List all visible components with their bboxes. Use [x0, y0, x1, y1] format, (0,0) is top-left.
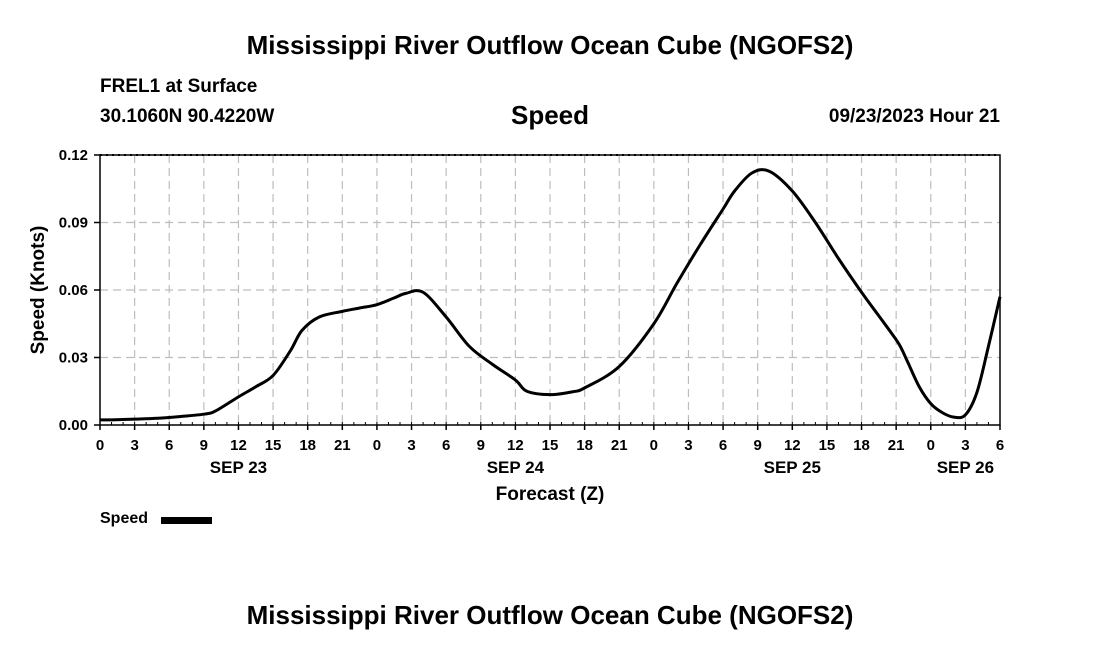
legend-swatch [161, 517, 212, 524]
x-tick-label: 6 [996, 437, 1004, 454]
coordinates-label: 30.1060N 90.4220W [100, 106, 275, 127]
x-tick-label: 18 [576, 437, 593, 454]
y-axis-title: Speed (Knots) [28, 226, 49, 355]
x-axis-title: Forecast (Z) [496, 484, 605, 505]
x-tick-label: 18 [853, 437, 870, 454]
page-title: Mississippi River Outflow Ocean Cube (NG… [246, 30, 854, 60]
x-tick-label: 0 [927, 437, 935, 454]
x-tick-label: 21 [334, 437, 351, 454]
day-label: SEP 26 [937, 458, 994, 477]
chart-series [99, 168, 1002, 422]
forecast-datetime: 09/23/2023 Hour 21 [828, 106, 1000, 127]
x-tick-label: 15 [542, 437, 559, 454]
x-tick-label: 0 [373, 437, 381, 454]
x-tick-label: 18 [299, 437, 316, 454]
y-tick-label: 0.03 [59, 350, 88, 367]
chart-grid [100, 154, 1000, 425]
x-tick-label: 3 [961, 437, 969, 454]
x-tick-label: 12 [784, 437, 801, 454]
chart-axes: 0 3 6 9 12 15 18 21 0 3 6 9 12 15 18 21 0 3 6 9 12 15 18 21 0 3 6 0… [28, 147, 1004, 505]
x-tick-label: 0 [96, 437, 104, 454]
chart-title: Speed [510, 100, 590, 130]
y-tick-label: 0.06 [59, 282, 88, 299]
y-tick-label: 0.12 [59, 147, 88, 164]
day-label: SEP 25 [764, 458, 821, 477]
day-label: SEP 23 [210, 458, 267, 477]
x-tick-label: 9 [477, 437, 485, 454]
x-tick-label: 12 [507, 437, 524, 454]
x-tick-label: 9 [754, 437, 762, 454]
x-tick-label: 12 [230, 437, 247, 454]
x-tick-label: 15 [819, 437, 836, 454]
x-tick-label: 3 [407, 437, 415, 454]
speed-series-line [99, 168, 1002, 422]
y-tick-label: 0.09 [59, 215, 88, 232]
station-label: FREL1 at Surface [100, 76, 258, 97]
footer-title: Mississippi River Outflow Ocean Cube (NG… [246, 600, 854, 630]
x-tick-label: 6 [442, 437, 450, 454]
x-tick-label: 6 [165, 437, 173, 454]
x-tick-label: 9 [200, 437, 208, 454]
legend-label: Speed [100, 510, 149, 527]
x-tick-label: 3 [130, 437, 138, 454]
day-label: SEP 24 [487, 458, 545, 477]
x-tick-label: 15 [265, 437, 282, 454]
x-tick-label: 21 [611, 437, 628, 454]
x-tick-label: 3 [684, 437, 692, 454]
x-tick-label: 0 [650, 437, 658, 454]
y-tick-label: 0.00 [59, 417, 88, 434]
x-tick-label: 6 [719, 437, 727, 454]
x-tick-label: 21 [888, 437, 905, 454]
